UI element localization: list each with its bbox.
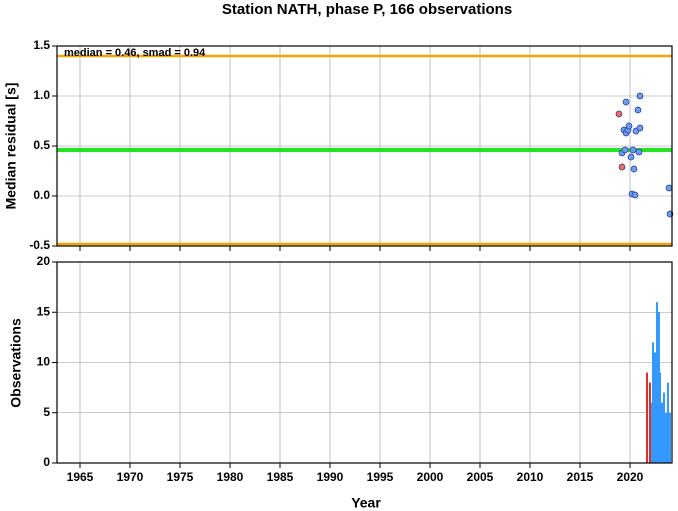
bar bbox=[669, 412, 671, 463]
y-axis-label: Median residual [s] bbox=[3, 83, 19, 210]
y-tick-label: 10 bbox=[37, 355, 51, 369]
point bbox=[636, 124, 644, 132]
point bbox=[634, 106, 642, 114]
point bbox=[635, 148, 643, 156]
bar bbox=[665, 412, 667, 463]
y-tick-label: 1.0 bbox=[33, 88, 50, 102]
x-axis-label: Year bbox=[351, 495, 381, 511]
bar bbox=[667, 382, 669, 463]
y-tick-label: 5 bbox=[43, 405, 50, 419]
annotation: median = 0.46, smad = 0.94 bbox=[64, 47, 206, 59]
y-tick-label: -0.5 bbox=[29, 238, 50, 252]
y-tick-label: 0 bbox=[43, 455, 50, 469]
point bbox=[627, 153, 635, 161]
bar bbox=[661, 402, 663, 463]
point bbox=[625, 122, 633, 130]
point bbox=[629, 146, 637, 154]
bar bbox=[659, 372, 661, 463]
x-tick-label: 1980 bbox=[217, 470, 244, 484]
bar bbox=[646, 372, 648, 463]
point bbox=[618, 163, 626, 171]
x-tick-label: 1985 bbox=[267, 470, 294, 484]
bar bbox=[652, 342, 654, 463]
bar bbox=[649, 382, 651, 463]
y-tick-label: 15 bbox=[37, 304, 51, 318]
y-tick-label: 0.5 bbox=[33, 138, 50, 152]
plot-frame bbox=[56, 261, 673, 464]
bar bbox=[663, 392, 665, 463]
y-axis-label: Observations bbox=[8, 318, 24, 408]
x-tick-label: 1995 bbox=[367, 470, 394, 484]
x-tick-label: 1970 bbox=[117, 470, 144, 484]
y-tick-label: 20 bbox=[37, 254, 51, 268]
y-tick-label: 1.5 bbox=[33, 38, 50, 52]
point bbox=[665, 184, 673, 192]
x-tick-label: 2005 bbox=[467, 470, 494, 484]
point bbox=[636, 92, 644, 100]
point bbox=[630, 165, 638, 173]
x-tick-label: 2015 bbox=[567, 470, 594, 484]
point bbox=[631, 191, 639, 199]
y-tick-label: 0.0 bbox=[33, 188, 50, 202]
x-tick-label: 2020 bbox=[617, 470, 644, 484]
bar bbox=[654, 352, 656, 463]
x-tick-label: 2000 bbox=[417, 470, 444, 484]
point bbox=[622, 98, 630, 106]
plot-frame bbox=[56, 45, 673, 247]
x-tick-label: 2010 bbox=[517, 470, 544, 484]
point bbox=[615, 110, 623, 118]
point bbox=[621, 146, 629, 154]
chart-title: Station NATH, phase P, 166 observations bbox=[222, 1, 512, 18]
x-tick-label: 1975 bbox=[167, 470, 194, 484]
x-tick-label: 1965 bbox=[67, 470, 94, 484]
x-tick-label: 1990 bbox=[317, 470, 344, 484]
bar bbox=[656, 302, 658, 463]
